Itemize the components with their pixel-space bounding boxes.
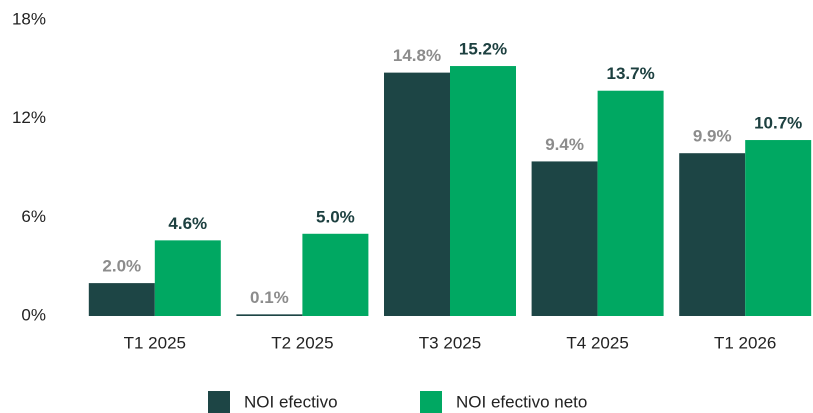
x-tick-label: T1 2026: [714, 333, 776, 352]
bar: [384, 72, 450, 316]
bar: [154, 240, 221, 316]
y-tick-label: 12%: [12, 108, 46, 127]
y-tick-label: 18%: [12, 9, 46, 28]
bar: [597, 90, 664, 316]
x-tick-label: T3 2025: [419, 333, 481, 352]
value-label: 13.7%: [606, 64, 654, 83]
value-label: 0.1%: [250, 288, 289, 307]
x-tick-label: T4 2025: [566, 333, 628, 352]
value-label: 5.0%: [316, 207, 355, 226]
bar: [745, 140, 812, 316]
value-label: 10.7%: [754, 114, 802, 133]
y-tick-label: 0%: [21, 305, 46, 324]
value-label: 15.2%: [459, 40, 507, 59]
value-label: 9.4%: [545, 135, 584, 154]
legend-label: NOI efectivo: [244, 392, 338, 411]
y-tick-label: 6%: [21, 207, 46, 226]
bar: [531, 161, 598, 316]
value-label: 9.9%: [693, 127, 732, 146]
legend-swatch: [420, 391, 442, 413]
value-label: 14.8%: [393, 46, 441, 65]
bar: [679, 153, 746, 316]
legend-label: NOI efectivo neto: [456, 392, 587, 411]
bar: [236, 314, 303, 316]
value-label: 4.6%: [168, 214, 207, 233]
value-label: 2.0%: [102, 257, 141, 276]
x-tick-label: T1 2025: [124, 333, 186, 352]
bar: [88, 283, 155, 316]
bar: [450, 66, 516, 317]
legend-swatch: [208, 391, 230, 413]
x-tick-label: T2 2025: [271, 333, 333, 352]
bar: [302, 233, 369, 316]
